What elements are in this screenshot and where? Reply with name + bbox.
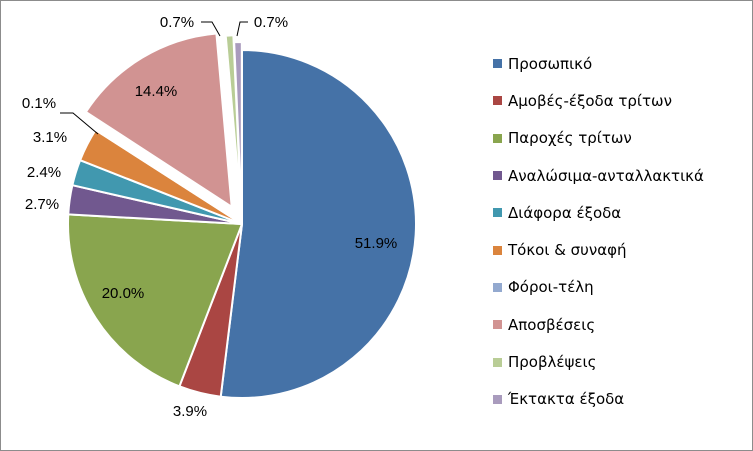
legend-swatch-3 [493, 133, 502, 143]
legend-item-6: Τόκοι & συναφή [493, 231, 704, 268]
legend-swatch-8 [493, 320, 502, 330]
leader-line-10 [236, 21, 248, 37]
data-label-7: 0.1% [22, 95, 56, 112]
legend-label-3: Παροχές τρίτων [508, 129, 632, 148]
data-label-8: 14.4% [135, 83, 178, 100]
data-label-5: 2.4% [27, 164, 61, 181]
legend-item-10: Έκτακτα έξοδα [493, 381, 704, 418]
data-label-6: 3.1% [33, 129, 67, 146]
pie-slice-8 [84, 32, 233, 208]
legend-item-8: Αποσβέσεις [493, 306, 704, 343]
data-label-10: 0.7% [254, 14, 288, 31]
data-label-3: 20.0% [102, 285, 145, 302]
legend-swatch-10 [493, 394, 502, 404]
leader-line-7 [60, 112, 99, 135]
data-label-1: 51.9% [355, 235, 398, 252]
data-labels: 51.9% 3.9% 20.0% 2.7% 2.4% 3.1% 0.1% 14.4% 0.7% 0… [22, 14, 397, 420]
legend-label-5: Διάφορα έξοδα [508, 203, 622, 222]
legend-label-6: Τόκοι & συναφή [508, 241, 627, 260]
legend-item-5: Διάφορα έξοδα [493, 194, 704, 231]
pie-slice-9 [224, 34, 243, 211]
legend-label-9: Προβλέψεις [508, 353, 597, 372]
legend-item-2: Αμοβές-έξοδα τρίτων [493, 82, 704, 119]
pie-slice-7 [94, 128, 243, 225]
data-label-9: 0.7% [160, 14, 194, 31]
legend-swatch-4 [493, 171, 502, 181]
legend-swatch-1 [493, 59, 502, 69]
legend-swatch-5 [493, 208, 502, 218]
legend-label-7: Φόροι-τέλη [508, 278, 594, 297]
legend-label-8: Αποσβέσεις [508, 315, 596, 334]
legend-item-4: Αναλώσιμα-ανταλλακτικά [493, 157, 704, 194]
legend-swatch-9 [493, 357, 502, 367]
legend-label-10: Έκτακτα έξοδα [508, 390, 625, 409]
legend-item-9: Προβλέψεις [493, 343, 704, 380]
legend-swatch-2 [493, 96, 502, 106]
data-label-2: 3.9% [173, 403, 207, 420]
legend-swatch-7 [493, 282, 502, 292]
legend-label-4: Αναλώσιμα-ανταλλακτικά [508, 166, 704, 185]
legend-label-1: Προσωπικό [508, 54, 593, 73]
pie-slice-1 [219, 49, 417, 399]
pie-slice-10 [233, 41, 243, 218]
legend-item-7: Φόροι-τέλη [493, 269, 704, 306]
pie-slice-3 [67, 213, 243, 388]
legend-label-2: Αμοβές-έξοδα τρίτων [508, 91, 672, 110]
pie-slices [67, 32, 417, 399]
legend-swatch-6 [493, 245, 502, 255]
legend-item-1: Προσωπικό [493, 45, 704, 82]
data-label-4: 2.7% [25, 196, 59, 213]
leader-line-9 [201, 21, 221, 37]
legend: Προσωπικό Αμοβές-έξοδα τρίτων Παροχές τρίτ… [493, 45, 704, 418]
leader-lines [60, 21, 248, 135]
legend-item-3: Παροχές τρίτων [493, 120, 704, 157]
